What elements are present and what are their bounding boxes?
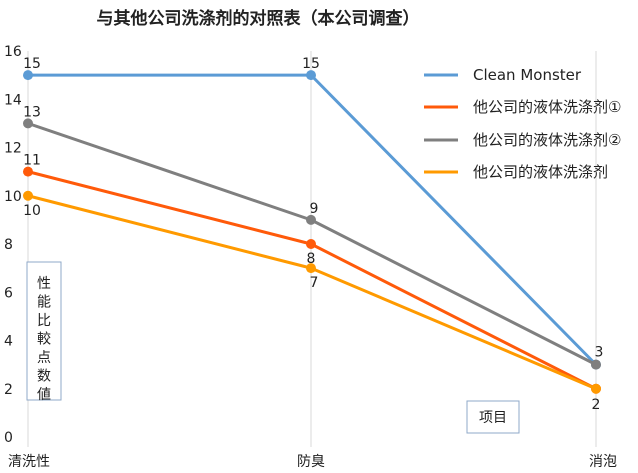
y-axis-ticks: 0 2 4 6 8 10 12 14 16 — [4, 44, 22, 446]
data-point — [306, 70, 316, 81]
data-point — [306, 214, 316, 225]
data-point — [591, 383, 601, 394]
y-tick-label: 12 — [4, 141, 22, 157]
x-axis-label-box: 项目 — [466, 400, 520, 434]
y-axis-label: 性能比較点数値 — [37, 276, 51, 403]
x-axis-label: 项目 — [479, 410, 507, 426]
data-point — [23, 190, 33, 201]
data-label: 15 — [23, 56, 41, 72]
x-tick-label: 清洗性 — [8, 454, 50, 470]
legend: Clean Monster 他公司的液体洗涤剂① 他公司的液体洗涤剂② 他公司的液体洗… — [424, 66, 621, 181]
y-tick-label: 6 — [4, 285, 13, 301]
y-tick-label: 16 — [4, 44, 22, 60]
data-label: 15 — [302, 56, 320, 72]
data-label: 7 — [310, 275, 319, 291]
legend-label: 他公司的液体洗涤剂② — [473, 131, 621, 149]
data-point — [306, 239, 316, 249]
series-3: 13 9 3 — [23, 104, 604, 370]
y-tick-label: 4 — [4, 334, 13, 350]
x-tick-label: 防臭 — [297, 454, 325, 470]
x-axis-ticks: 清洗性 防臭 消泡 — [8, 454, 617, 470]
y-tick-label: 14 — [4, 92, 22, 108]
y-axis-label-char: 数 — [37, 369, 51, 385]
y-axis-label-char: 能 — [37, 295, 51, 311]
data-label: 13 — [23, 104, 41, 120]
legend-label: 他公司的液体洗涤剂 — [473, 163, 608, 181]
y-axis-label-char: 性 — [37, 276, 51, 292]
y-axis-label-box: 性能比較点数値 — [26, 261, 62, 403]
y-axis-label-char: 値 — [37, 387, 51, 403]
x-tick-label: 消泡 — [589, 454, 617, 470]
data-label: 8 — [307, 251, 316, 267]
data-point — [591, 359, 601, 370]
y-tick-label: 8 — [4, 237, 13, 253]
data-point — [306, 263, 316, 274]
chart-title: 与其他公司洗涤剂的对照表（本公司调查） — [97, 8, 420, 29]
data-label: 11 — [23, 153, 41, 169]
series-4: 10 7 — [23, 190, 601, 394]
series-2: 11 8 2 — [23, 153, 601, 413]
data-point — [23, 118, 33, 129]
data-point — [23, 70, 33, 81]
y-tick-label: 10 — [4, 189, 22, 205]
series-group: 15 15 11 8 2 13 9 3 10 7 — [23, 56, 603, 413]
y-tick-label: 2 — [4, 382, 13, 398]
y-axis-label-char: 比 — [37, 313, 51, 329]
legend-label: 他公司的液体洗涤剂① — [473, 98, 621, 116]
data-label: 10 — [23, 203, 41, 219]
y-tick-label: 0 — [4, 430, 13, 446]
data-label: 2 — [592, 397, 601, 413]
data-point — [23, 166, 33, 177]
y-axis-label-char: 点 — [37, 350, 51, 366]
data-label: 9 — [310, 201, 319, 217]
legend-label: Clean Monster — [473, 66, 582, 84]
data-label: 3 — [595, 345, 604, 361]
y-axis-label-char: 較 — [37, 332, 51, 348]
